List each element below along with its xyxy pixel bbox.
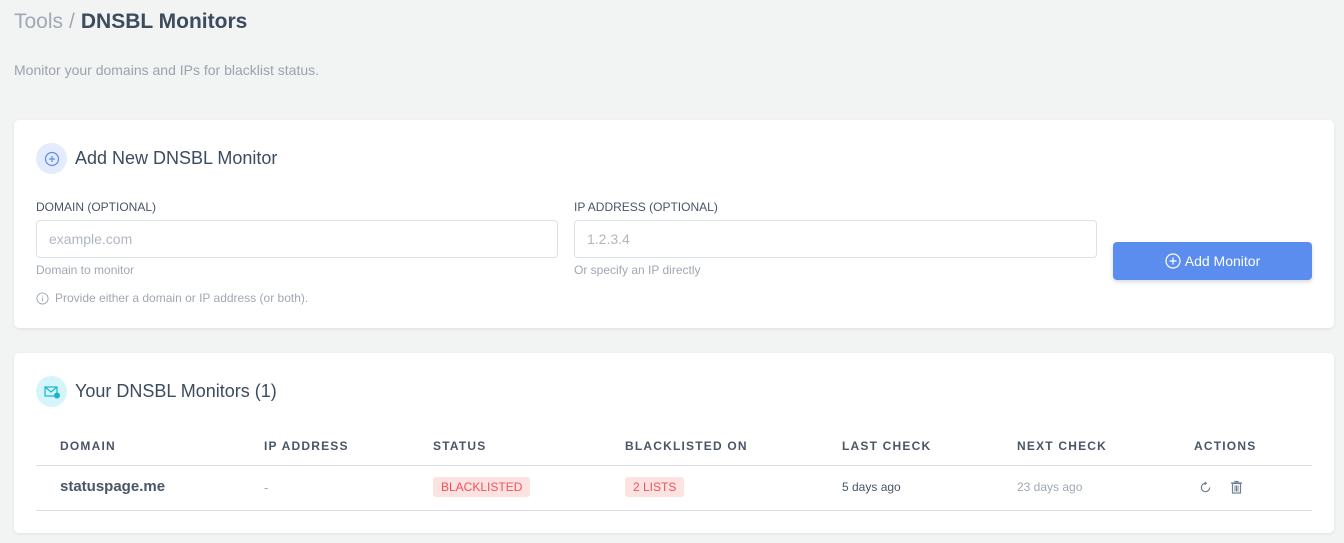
- form-note-text: Provide either a domain or IP address (o…: [55, 291, 309, 305]
- row-divider: [36, 510, 1312, 511]
- breadcrumb-parent[interactable]: Tools: [14, 10, 64, 33]
- breadcrumb: Tools / DNSBL Monitors: [14, 10, 247, 34]
- monitors-card-title: Your DNSBL Monitors (1): [75, 381, 277, 401]
- add-monitor-label: Add Monitor: [1184, 253, 1261, 269]
- add-card-title: Add New DNSBL Monitor: [75, 148, 278, 168]
- monitors-card: Your DNSBL Monitors (1) DOMAIN IP ADDRES…: [14, 353, 1334, 533]
- add-card-header: Add New DNSBL Monitor: [36, 143, 277, 174]
- col-ip: IP ADDRESS: [264, 439, 349, 453]
- col-blacklisted: BLACKLISTED ON: [625, 439, 748, 453]
- col-domain: DOMAIN: [60, 439, 116, 453]
- page-title: DNSBL Monitors: [80, 10, 248, 33]
- row-ip: -: [264, 480, 269, 495]
- page-subtitle: Monitor your domains and IPs for blackli…: [14, 62, 320, 78]
- refresh-icon[interactable]: [1199, 481, 1212, 499]
- blacklisted-badge: 2 LISTS: [625, 477, 685, 497]
- add-monitor-button[interactable]: Add Monitor: [1113, 242, 1312, 280]
- ip-help: Or specify an IP directly: [574, 263, 701, 277]
- col-next-check: NEXT CHECK: [1017, 439, 1108, 453]
- status-badge: BLACKLISTED: [433, 477, 531, 497]
- mail-alert-icon: [36, 376, 67, 407]
- row-next-check: 23 days ago: [1017, 480, 1083, 494]
- domain-help: Domain to monitor: [36, 263, 135, 277]
- ip-input[interactable]: [574, 220, 1097, 258]
- breadcrumb-separator: /: [69, 10, 75, 33]
- col-last-check: LAST CHECK: [842, 439, 932, 453]
- row-domain: statuspage.me: [60, 478, 166, 495]
- trash-icon[interactable]: [1230, 480, 1243, 499]
- domain-input[interactable]: [36, 220, 558, 258]
- col-actions: ACTIONS: [1194, 439, 1257, 453]
- add-monitor-card: Add New DNSBL Monitor DOMAIN (OPTIONAL) …: [14, 120, 1334, 328]
- info-icon: [36, 291, 49, 305]
- form-note: Provide either a domain or IP address (o…: [36, 291, 308, 305]
- plus-circle-icon: [1165, 253, 1181, 269]
- ip-label: IP ADDRESS (OPTIONAL): [574, 200, 718, 214]
- col-status: STATUS: [433, 439, 487, 453]
- row-last-check: 5 days ago: [842, 480, 901, 494]
- header-divider: [36, 465, 1312, 466]
- monitors-card-header: Your DNSBL Monitors (1): [36, 376, 277, 407]
- domain-label: DOMAIN (OPTIONAL): [36, 200, 157, 214]
- plus-circle-icon: [36, 143, 67, 174]
